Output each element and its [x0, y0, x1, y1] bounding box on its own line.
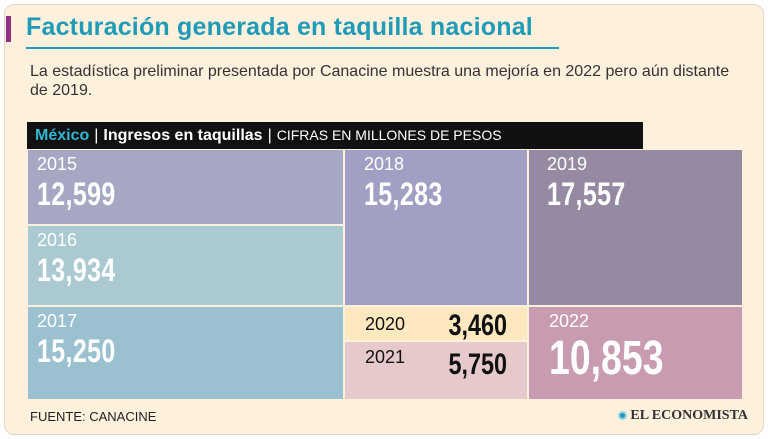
value-label: 12,599	[37, 176, 116, 212]
tile-2018: 2018 15,283	[344, 149, 528, 306]
value-label: 13,934	[37, 252, 116, 288]
year-label: 2019	[547, 154, 588, 174]
year-label: 2016	[37, 230, 78, 250]
tile-2021: 2021 5,750	[344, 341, 528, 400]
year-label: 2022	[549, 311, 590, 331]
value-label: 3,460	[448, 309, 507, 342]
year-label: 2021	[365, 347, 406, 367]
subtitle: La estadística preliminar presentada por…	[30, 63, 730, 99]
page-title: Facturación generada en taquilla naciona…	[26, 13, 533, 41]
tile-2019: 2019 17,557	[528, 149, 743, 306]
label-bar: México | Ingresos en taquillas | CIFRAS EN M…	[27, 122, 643, 149]
value-label: 17,557	[547, 176, 626, 212]
year-label: 2017	[37, 311, 78, 331]
value-label: 15,250	[37, 333, 116, 369]
title-underline	[26, 47, 559, 49]
tile-2015: 2015 12,599	[27, 149, 344, 225]
metric-label: Ingresos en taquillas	[103, 127, 263, 144]
publisher-logo: EL ECONOMISTA	[618, 408, 748, 424]
year-label: 2015	[37, 154, 78, 174]
year-label: 2018	[364, 154, 405, 174]
country-label: México	[35, 127, 90, 144]
separator: |	[94, 127, 99, 144]
tile-2022: 2022 10,853	[528, 306, 743, 400]
publisher-name: EL ECONOMISTA	[630, 408, 748, 423]
logo-mark-icon	[618, 411, 628, 420]
separator: |	[267, 127, 272, 144]
title-accent-bar	[6, 16, 11, 42]
tile-2016: 2016 13,934	[27, 225, 344, 306]
tile-2020: 2020 3,460	[344, 306, 528, 342]
units-label: CIFRAS EN MILLONES DE PESOS	[276, 127, 502, 143]
tile-2017: 2017 15,250	[27, 306, 344, 400]
value-label: 15,283	[364, 176, 443, 212]
value-label: 5,750	[448, 348, 507, 381]
source-note: FUENTE: CANACINE	[30, 409, 157, 424]
year-label: 2020	[365, 314, 406, 334]
value-label: 10,853	[549, 332, 664, 385]
